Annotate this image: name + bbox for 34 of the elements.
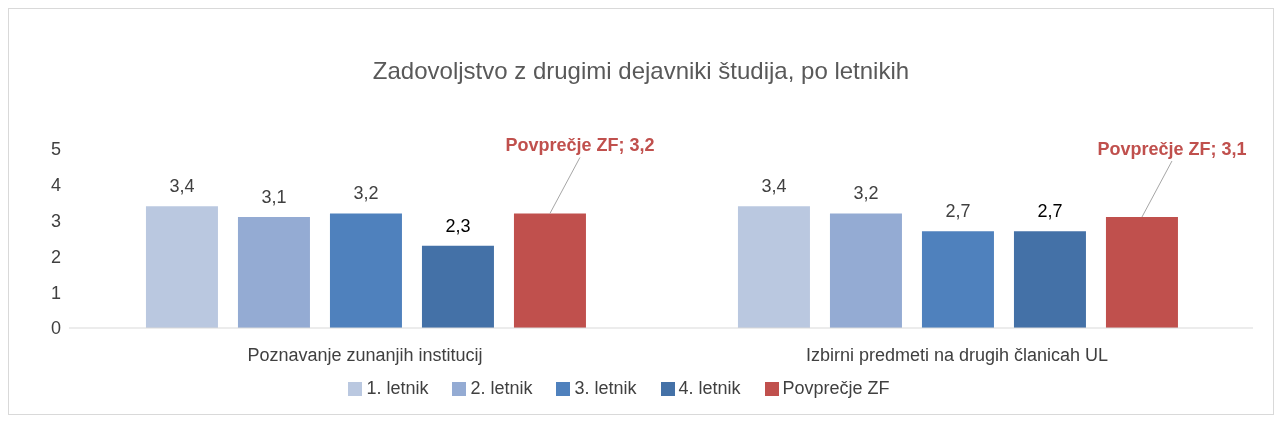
data-label: 2,3: [445, 215, 471, 236]
y-tick-label: 0: [50, 318, 61, 339]
legend-label: 4. letnik: [678, 378, 741, 398]
bar: [145, 206, 218, 328]
data-label: 3,4: [761, 176, 787, 197]
x-tick-label: Poznavanje zunanjih institucij: [247, 344, 483, 365]
legend-label: 1. letnik: [366, 378, 429, 398]
data-label: 2,7: [1037, 201, 1063, 222]
bar: [1013, 231, 1086, 328]
bar: [921, 231, 994, 328]
legend-label: 2. letnik: [470, 378, 533, 398]
y-tick-label: 4: [50, 175, 61, 196]
legend-label: 3. letnik: [574, 378, 637, 398]
bar: [237, 217, 310, 328]
y-tick-label: 3: [50, 210, 61, 231]
y-tick-label: 5: [50, 139, 61, 160]
bar: [513, 213, 586, 328]
bar: [421, 245, 494, 328]
y-tick-label: 1: [50, 282, 61, 303]
bar: [1105, 217, 1178, 328]
bar: [829, 213, 902, 328]
data-label: 2,7: [945, 201, 971, 222]
data-label: Povprečje ZF; 3,2: [505, 135, 655, 156]
x-tick-label: Izbirni predmeti na drugih članicah UL: [805, 344, 1109, 365]
data-label: Povprečje ZF; 3,1: [1097, 139, 1247, 160]
data-label: 3,1: [261, 187, 287, 208]
data-label: 3,2: [853, 183, 879, 204]
legend-label: Povprečje ZF: [782, 378, 890, 398]
bar: [737, 206, 810, 328]
chart-title: Zadovoljstvo z drugimi dejavniki študija, po letnikih: [371, 57, 911, 85]
data-label: 3,4: [169, 176, 195, 197]
y-tick-label: 2: [50, 246, 61, 267]
bar: [329, 213, 402, 328]
data-label: 3,2: [353, 183, 379, 204]
